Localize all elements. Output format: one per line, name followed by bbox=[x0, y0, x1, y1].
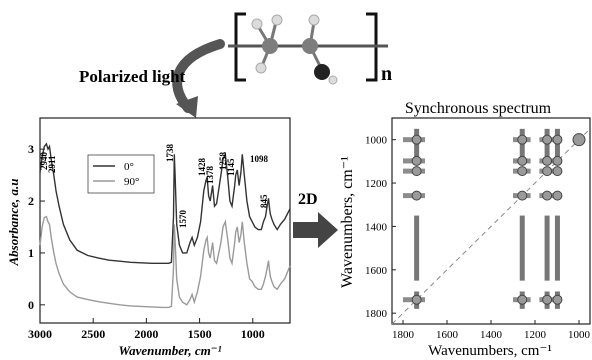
polarized-light-label: Polarized light bbox=[79, 67, 186, 86]
diagonal-line bbox=[391, 128, 591, 325]
peak-label: 1258 bbox=[218, 152, 228, 171]
correlation-band bbox=[414, 215, 420, 281]
x-tick-label: 2000 bbox=[134, 327, 158, 341]
x-tick-label: 1200 bbox=[524, 329, 547, 341]
y-tick-label: 2 bbox=[28, 194, 34, 208]
methyl-group bbox=[314, 64, 330, 80]
x-tick-label: 1000 bbox=[241, 327, 265, 341]
chart-title: Synchronous spectrum bbox=[405, 100, 552, 117]
cross-peak bbox=[552, 190, 563, 201]
y-tick-label: 1200 bbox=[365, 178, 388, 190]
correlation-band bbox=[554, 128, 560, 164]
hydrogen-atom bbox=[251, 18, 263, 30]
cross-peak bbox=[542, 155, 553, 166]
cross-peak bbox=[542, 134, 553, 145]
plot-frame bbox=[391, 117, 591, 325]
legend-entry: 0° bbox=[124, 161, 134, 173]
carbon-atom bbox=[262, 38, 278, 54]
x-tick-label: 2500 bbox=[81, 327, 105, 341]
cross-peak bbox=[517, 294, 528, 305]
cross-peak bbox=[517, 190, 528, 201]
synchronous-2d-chart: Synchronous spectrum 1800 1600 1400 1200 100… bbox=[339, 100, 591, 359]
legend-box bbox=[87, 154, 155, 194]
correlation-band bbox=[544, 215, 550, 281]
legend: 0°90° bbox=[87, 154, 155, 194]
x-tick-label: 1400 bbox=[480, 329, 503, 341]
peak-label: 1738 bbox=[165, 144, 175, 163]
x-tick-label: 1000 bbox=[568, 329, 591, 341]
correlation-band bbox=[554, 215, 560, 281]
x-axis-label: Wavenumbers, cm⁻¹ bbox=[428, 343, 552, 359]
cross-peak bbox=[542, 166, 553, 177]
cross-peak bbox=[517, 155, 528, 166]
auto-peak bbox=[572, 133, 586, 147]
y-tick-label: 3 bbox=[28, 142, 34, 156]
y-tick-label: 1400 bbox=[365, 221, 388, 233]
cross-peak bbox=[552, 155, 563, 166]
x-tick-label: 1600 bbox=[436, 329, 459, 341]
peak-label: 1098 bbox=[250, 154, 269, 164]
cross-peak bbox=[517, 134, 528, 145]
carbon-atom bbox=[302, 38, 318, 54]
peak-label: 2911 bbox=[47, 155, 57, 173]
transform-arrow-icon bbox=[293, 212, 338, 248]
y-axis-label: Wavenumbers, cm⁻¹ bbox=[339, 156, 356, 288]
cross-peak bbox=[411, 134, 422, 145]
peak-label: 845 bbox=[259, 194, 269, 208]
y-tick-label: 1800 bbox=[365, 308, 388, 320]
cross-peak bbox=[411, 166, 422, 177]
correlation-band bbox=[414, 128, 420, 164]
series-line-90deg bbox=[39, 215, 291, 309]
correlation-band bbox=[519, 215, 525, 281]
curved-arrow-head bbox=[176, 96, 198, 118]
y-tick-label: 1600 bbox=[365, 265, 388, 277]
hydrogen-atom bbox=[328, 75, 338, 85]
transform-label: 2D bbox=[298, 191, 318, 208]
series-line-0deg bbox=[39, 142, 291, 264]
hydrogen-atom bbox=[255, 62, 267, 74]
cross-peak bbox=[411, 155, 422, 166]
peak-label: 1145 bbox=[226, 158, 236, 176]
y-tick-label: 1000 bbox=[365, 135, 388, 147]
molecule-diagram: n bbox=[228, 12, 392, 85]
x-axis-label: Wavenumber, cm⁻¹ bbox=[119, 343, 222, 358]
y-axis-label: Absorbance, a.u bbox=[6, 178, 21, 266]
cross-peak bbox=[411, 190, 422, 201]
peak-label: 1378 bbox=[205, 166, 215, 185]
x-tick-label: 1800 bbox=[392, 329, 415, 341]
y-tick-label: 1 bbox=[28, 246, 34, 260]
x-tick-label: 3000 bbox=[28, 327, 52, 341]
cross-peak bbox=[552, 166, 563, 177]
correlation-band bbox=[544, 128, 550, 164]
cross-peak bbox=[411, 294, 422, 305]
repeat-unit-subscript: n bbox=[381, 63, 392, 85]
y-tick-label: 0 bbox=[28, 298, 34, 312]
plot-frame bbox=[39, 117, 291, 324]
hydrogen-atom bbox=[308, 14, 320, 26]
correlation-band bbox=[519, 128, 525, 164]
curved-arrow-icon bbox=[172, 39, 225, 113]
hydrogen-atom bbox=[271, 14, 283, 26]
legend-entry: 90° bbox=[124, 176, 139, 188]
cross-peak bbox=[542, 294, 553, 305]
cross-peak bbox=[542, 190, 553, 201]
cross-peak bbox=[552, 134, 563, 145]
cross-peak bbox=[517, 166, 528, 177]
peak-label: 1428 bbox=[197, 158, 207, 177]
cross-peak bbox=[552, 294, 563, 305]
peak-label: 1570 bbox=[178, 210, 188, 229]
peak-label: 2940 bbox=[39, 152, 49, 171]
x-tick-label: 1500 bbox=[188, 327, 212, 341]
